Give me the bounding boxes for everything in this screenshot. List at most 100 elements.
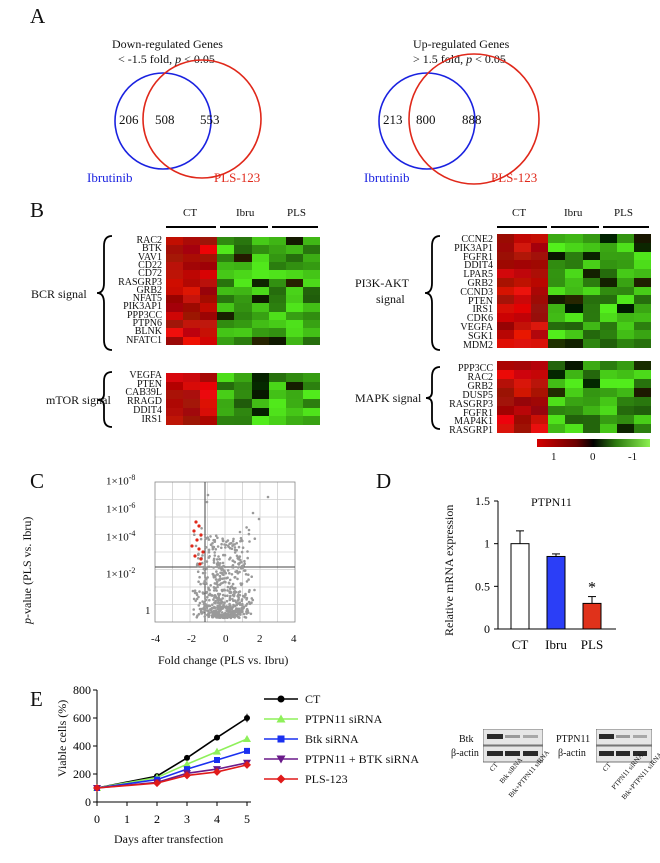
volcano-point	[212, 589, 216, 592]
heatmap-cell	[582, 260, 600, 270]
volcano-point	[196, 564, 200, 568]
volcano-point	[219, 582, 223, 585]
volcano-point	[233, 560, 237, 564]
volcano-point	[209, 584, 212, 587]
heatmap-cell	[285, 381, 303, 391]
volcano-point	[216, 545, 220, 548]
volcano-point	[240, 607, 244, 611]
volcano-sig-point	[197, 547, 201, 551]
heatmap-cell	[183, 381, 201, 391]
mtor-signal-label: mTOR signal	[46, 393, 111, 407]
volcano-point	[222, 577, 226, 580]
gene-label: BTK	[142, 243, 162, 255]
heatmap-cell	[302, 270, 320, 279]
volcano-point	[225, 576, 228, 580]
scale-label-low: -1	[628, 451, 638, 463]
volcano-point	[218, 557, 221, 561]
panel-letter-c: C	[30, 469, 45, 493]
gene-label: DUSP5	[462, 389, 493, 401]
volcano-point	[236, 571, 240, 575]
heatmap-cell	[268, 373, 286, 382]
line-y-tick-label: 200	[73, 767, 91, 781]
heatmap-cell	[183, 295, 201, 304]
venn-up-title: Up-regulated Genes	[413, 37, 510, 51]
heatmap-cell	[200, 328, 218, 337]
heatmap-cell	[217, 336, 235, 345]
volcano-point	[233, 591, 236, 594]
heatmap-cell	[565, 361, 583, 370]
heatmap-cell	[302, 336, 320, 345]
heatmap-cell	[599, 286, 617, 296]
group-label-ct-right: CT	[512, 207, 527, 219]
volcano-point	[217, 555, 220, 558]
heatmap-cell	[599, 295, 617, 305]
heatmap-cell	[268, 336, 286, 345]
gene-label: DDIT4	[464, 260, 493, 272]
heatmap-cell	[582, 339, 600, 348]
heatmap-cell	[234, 407, 252, 417]
series-point	[213, 747, 221, 755]
volcano-point	[226, 589, 229, 592]
heatmap-cell	[616, 388, 634, 397]
series-point	[184, 754, 190, 761]
heatmap-cell	[599, 277, 617, 287]
volcano-point	[197, 580, 200, 583]
volcano-point	[205, 590, 209, 594]
volcano-point	[192, 597, 196, 601]
volcano-point	[197, 612, 201, 616]
heatmap-cell	[183, 253, 201, 262]
heatmap-cell	[548, 242, 566, 252]
heatmap-cell	[514, 234, 532, 243]
heatmap-cell	[251, 245, 269, 254]
heatmap-cell	[497, 339, 515, 348]
volcano-point	[229, 615, 233, 619]
heatmap-cell	[548, 406, 566, 415]
volcano-point	[224, 546, 227, 549]
volcano-point	[195, 597, 199, 601]
volcano-point	[247, 578, 250, 581]
volcano-point	[212, 566, 215, 569]
series-point	[183, 760, 191, 768]
volcano-point	[192, 608, 195, 611]
volcano-xtick-n4: -4	[151, 633, 161, 645]
heatmap-cell	[514, 260, 532, 270]
heatmap-cell	[268, 381, 286, 391]
heatmap-cell	[633, 424, 651, 433]
heatmap-cell	[268, 295, 286, 304]
volcano-point	[225, 599, 229, 603]
heatmap-cell	[514, 295, 532, 305]
volcano-point	[203, 565, 207, 568]
volcano-point	[215, 589, 218, 592]
heatmap-cell	[548, 312, 566, 322]
heatmap-cell	[285, 336, 303, 345]
volcano-point	[214, 610, 217, 614]
volcano-point	[238, 616, 241, 619]
heatmap-cell	[633, 234, 651, 243]
heatmap-cell	[599, 312, 617, 322]
heatmap-cell	[531, 251, 549, 261]
heatmap-cell	[268, 320, 286, 329]
heatmap-cell	[565, 242, 583, 252]
volcano-point	[219, 601, 222, 604]
volcano-point	[199, 582, 202, 586]
volcano-point	[236, 594, 239, 598]
heatmap-cell	[234, 381, 252, 391]
heatmap-cell	[497, 312, 515, 322]
volcano-point	[214, 601, 217, 605]
venn-down-ibrutinib-circle	[114, 72, 212, 170]
heatmap-cell	[531, 269, 549, 278]
heatmap-cell	[565, 304, 583, 313]
heatmap-cell	[514, 251, 532, 261]
heatmap-cell	[531, 379, 549, 388]
heatmap-cell	[497, 415, 515, 424]
heatmap-cell	[200, 237, 218, 246]
heatmap-cell	[166, 311, 184, 321]
heatmap-cell	[548, 304, 566, 313]
heatmap-cell	[183, 311, 201, 321]
volcano-point	[236, 566, 240, 569]
heatmap-cell	[599, 269, 617, 278]
heatmap-cell	[234, 320, 252, 329]
legend-marker	[276, 774, 286, 784]
heatmap-cell	[514, 370, 532, 379]
volcano-point	[215, 573, 219, 576]
